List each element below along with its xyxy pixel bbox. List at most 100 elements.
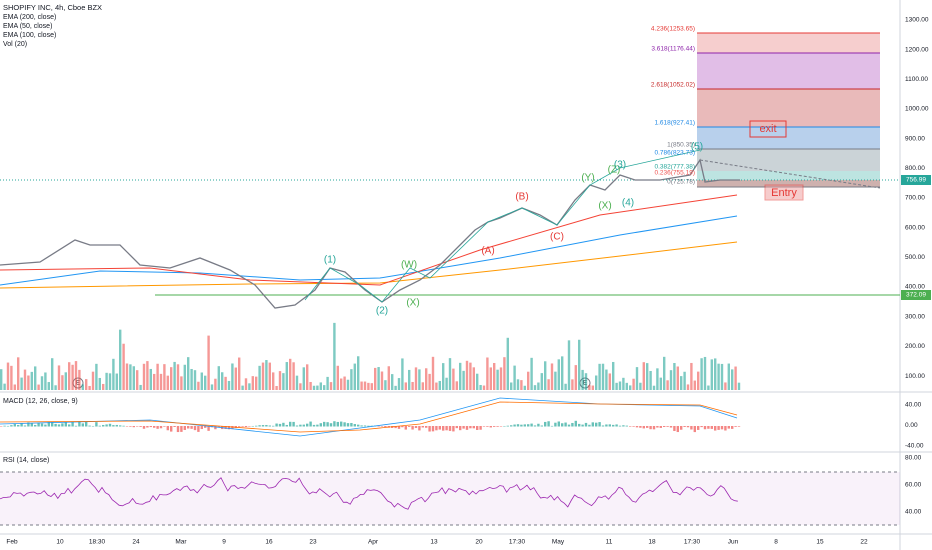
- volume-bar-decor: [30, 371, 33, 390]
- macd-bar-decor: [159, 426, 163, 429]
- macd-bar-decor: [598, 422, 601, 427]
- macd-bar-decor: [612, 424, 615, 427]
- macd-bar-decor: [591, 422, 594, 427]
- macd-bar-decor: [707, 426, 710, 429]
- volume-bar-decor: [496, 369, 499, 390]
- macd-bar-decor: [683, 426, 686, 427]
- macd-bar-decor: [95, 422, 98, 427]
- volume-bar-decor: [404, 382, 407, 390]
- volume-bar-decor: [520, 380, 523, 390]
- volume-bar-decor: [68, 362, 71, 390]
- volume-bar-decor: [122, 343, 125, 390]
- volume-bar-decor: [272, 372, 275, 390]
- macd-line-decor: [0, 397, 738, 437]
- macd-bar-decor: [64, 422, 67, 427]
- volume-bar-decor: [530, 357, 533, 390]
- volume-bar-decor: [411, 381, 414, 390]
- macd-bar-decor: [244, 426, 248, 428]
- volume-bar-decor: [710, 359, 713, 390]
- volume-bar-decor: [656, 368, 659, 390]
- signal-line-decor: [0, 401, 738, 433]
- macd-bar-decor: [190, 426, 193, 429]
- volume-bar-decor: [326, 376, 329, 390]
- volume-bar-decor: [119, 329, 122, 390]
- macd-bar-decor: [578, 423, 581, 427]
- macd-bar-decor: [639, 426, 642, 428]
- wave-label: (X): [406, 298, 419, 309]
- rsi-title: RSI (14, close): [3, 457, 49, 464]
- macd-bar-decor: [737, 426, 741, 427]
- volume-bar-decor: [23, 369, 27, 390]
- macd-bar-decor: [183, 426, 186, 430]
- macd-bar-decor: [268, 425, 271, 427]
- volume-bar-decor: [248, 383, 251, 390]
- volume-bar-decor: [489, 367, 492, 390]
- macd-bar-decor: [85, 421, 88, 427]
- price-tick: 1100.00: [905, 76, 928, 83]
- macd-bar-decor: [57, 424, 61, 427]
- macd-bar-decor: [486, 426, 489, 427]
- macd-bar-decor: [44, 424, 47, 427]
- level-price: 372.09: [906, 292, 926, 299]
- macd-bar-decor: [295, 425, 299, 427]
- macd-bar-decor: [394, 426, 397, 429]
- macd-bar-decor: [669, 426, 673, 428]
- macd-bar-decor: [510, 425, 513, 427]
- macd-bar-decor: [452, 426, 455, 432]
- ema-200: [0, 241, 738, 289]
- volume-bar-decor: [584, 373, 588, 390]
- volume-bar-decor: [642, 362, 645, 390]
- price-tick: 200.00: [905, 343, 925, 350]
- volume-bar-decor: [238, 357, 241, 390]
- volume-bar-decor: [669, 370, 673, 390]
- time-tick: 13: [430, 539, 438, 546]
- time-tick: Apr: [368, 539, 379, 546]
- volume-bar-decor: [3, 383, 6, 390]
- macd-bar-decor: [635, 426, 639, 428]
- volume-bar-decor: [544, 361, 547, 390]
- macd-bar-decor: [601, 425, 605, 427]
- macd-bar-decor: [564, 422, 567, 427]
- macd-bar-decor: [472, 426, 475, 429]
- fib-label: 4.236(1253.65): [651, 26, 695, 33]
- macd-bar-decor: [513, 424, 516, 427]
- macd-bar-decor: [360, 425, 363, 427]
- volume-bar-decor: [598, 363, 601, 390]
- volume-bar-decor: [523, 385, 526, 390]
- time-tick: 23: [309, 539, 317, 546]
- macd-bar-decor: [74, 425, 78, 427]
- volume-bar-decor: [625, 382, 628, 390]
- indicator-label: EMA (100, close): [3, 32, 56, 39]
- volume-bar-decor: [428, 373, 431, 390]
- macd-bar-decor: [717, 426, 720, 430]
- macd-bar-decor: [700, 426, 703, 428]
- volume-bar-decor: [367, 382, 370, 390]
- volume-bar-decor: [166, 375, 169, 390]
- volume-bar-decor: [676, 366, 679, 390]
- volume-bar-decor: [363, 381, 367, 390]
- macd-bar-decor: [680, 426, 683, 430]
- macd-bar-decor: [34, 424, 37, 427]
- macd-bar-decor: [350, 422, 353, 427]
- macd-bar-decor: [68, 424, 71, 427]
- volume-bar-decor: [105, 372, 108, 390]
- volume-bar-decor: [61, 375, 64, 390]
- volume-bar-decor: [731, 369, 734, 390]
- time-tick: May: [552, 539, 565, 546]
- macd-bar-decor: [285, 424, 288, 427]
- volume-bar-decor: [408, 369, 411, 390]
- macd-bar-decor: [329, 423, 333, 427]
- volume-bar-decor: [510, 382, 513, 390]
- volume-bar-decor: [377, 367, 380, 390]
- volume-bar-decor: [190, 368, 193, 390]
- macd-bar-decor: [241, 426, 244, 427]
- volume-bar-decor: [112, 358, 115, 390]
- macd-bar-decor: [13, 424, 16, 427]
- volume-bar-decor: [554, 371, 557, 390]
- volume-bar-decor: [387, 366, 390, 390]
- volume-bar-decor: [605, 369, 608, 390]
- macd-bar-decor: [91, 425, 95, 427]
- volume-bar-decor: [533, 385, 537, 390]
- macd-bar-decor: [618, 425, 622, 427]
